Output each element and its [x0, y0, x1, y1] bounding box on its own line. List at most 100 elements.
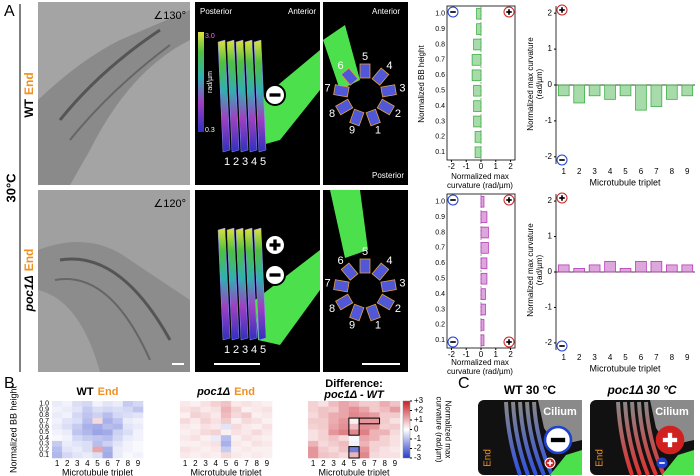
- heat-cell: [72, 401, 83, 407]
- ring-triplet: [349, 303, 365, 322]
- heat-cell: [122, 406, 134, 413]
- heat-cell: [62, 401, 73, 407]
- ring-triplet: [333, 84, 350, 98]
- heat-cell: [200, 452, 211, 459]
- heat-cell: [338, 452, 350, 459]
- heat-cell: [72, 423, 83, 430]
- x-tick-label: 8: [382, 459, 387, 468]
- heat-cell: [200, 401, 211, 407]
- heat-cell: [359, 418, 370, 425]
- heat-cell: [308, 412, 319, 419]
- x-tick-label: 6: [639, 353, 644, 362]
- heat-cell: [72, 406, 83, 413]
- heat-cell: [122, 401, 134, 407]
- render-ring: Anterior Posterior 1 2 34 5 67 8 9: [323, 2, 408, 185]
- y-tick-label: 0.3: [435, 118, 445, 125]
- heat-cell: [52, 440, 63, 447]
- heat-cell: [338, 406, 350, 413]
- triplet-number: 4: [251, 344, 257, 356]
- colorbar-label-box: Normalized max curvature (rad/µm): [435, 397, 453, 463]
- heat-cell: [379, 418, 391, 425]
- colorbar-tick-label: +1: [414, 415, 424, 424]
- y-tick-label: 0.6: [435, 260, 445, 267]
- heat-cell: [261, 429, 273, 436]
- triplet-number: 4: [251, 156, 257, 168]
- heat-cell: [180, 446, 191, 453]
- heat-cell: [308, 446, 319, 453]
- cilium-label: Cilium: [543, 406, 577, 418]
- heat-cell: [132, 446, 144, 453]
- bar: [650, 260, 663, 273]
- bar: [635, 260, 647, 273]
- heat-cell: [379, 423, 391, 430]
- minus-sign: [556, 340, 568, 352]
- triplet: [630, 401, 650, 476]
- triplet-number: 5: [260, 156, 266, 168]
- heat-cell: [359, 452, 370, 459]
- heat-cell: [220, 452, 232, 459]
- bar: [557, 264, 570, 273]
- heat-cell: [200, 440, 211, 447]
- anterior-label: Anterior: [288, 7, 316, 16]
- x-tick-label: 3: [203, 459, 208, 468]
- ring-triplet: [340, 67, 359, 86]
- x-tick-label: 3: [331, 459, 336, 468]
- heat-cell: [132, 435, 144, 442]
- bar: [476, 23, 482, 35]
- heat-cell: [231, 452, 242, 459]
- heat-cell: [52, 412, 63, 419]
- bar: [473, 38, 482, 51]
- heat-cell: [190, 452, 201, 459]
- x-tick-label: -2: [448, 350, 456, 359]
- heat-cell: [92, 429, 103, 436]
- ring-triplet: [380, 279, 397, 293]
- y-axis-label-box: Normalized BB height: [417, 45, 426, 122]
- triplet-number: 3: [242, 156, 248, 168]
- heat-cell: [112, 412, 124, 419]
- heat-cell: [338, 440, 350, 447]
- heat-cell: [389, 435, 401, 442]
- triplet-number: 1: [224, 344, 230, 356]
- triplet-number: 4: [386, 60, 392, 72]
- y-tick-label: 0.9: [435, 26, 445, 33]
- bar: [480, 319, 485, 331]
- colorbar-tick-label: -3: [414, 453, 422, 462]
- heat-cell: [52, 446, 63, 453]
- triplet-number: 5: [362, 51, 368, 63]
- heat-cell: [112, 446, 124, 453]
- triplet-number: 9: [349, 125, 355, 137]
- heat-cell: [62, 412, 73, 419]
- x-tick-label: 1: [311, 459, 316, 468]
- heat-cell: [200, 423, 211, 430]
- heat-cell: [328, 440, 339, 447]
- x-tick-label: -2: [448, 162, 456, 171]
- chart-title: Difference:: [325, 378, 382, 390]
- heat-cell: [62, 406, 73, 413]
- heat-cell: [369, 423, 380, 430]
- heat-cell: [102, 435, 113, 442]
- heat-cell: [348, 435, 360, 442]
- heat-cell: [82, 446, 93, 453]
- x-tick-label: 9: [393, 459, 398, 468]
- colorbar-tick-label: +3: [414, 396, 424, 405]
- triplet-number: 5: [362, 246, 368, 258]
- x-axis-label: Microtubule triplet: [589, 363, 661, 373]
- triplet-number: 6: [338, 60, 344, 72]
- bar: [480, 272, 488, 285]
- triplet-number: 3: [399, 277, 405, 289]
- x-tick-label: 6: [234, 459, 239, 468]
- colorbar: [402, 400, 411, 459]
- x-tick-label: 9: [685, 167, 690, 176]
- heat-cell: [308, 423, 319, 430]
- y-tick-label: 0.6: [435, 72, 445, 79]
- heat-cell: [132, 418, 144, 425]
- heat-cell: [338, 446, 350, 453]
- minus-sign: [543, 425, 573, 455]
- x-axis-label: Microtubule triplet: [318, 467, 390, 476]
- heat-cell: [369, 429, 380, 436]
- heat-cell: [241, 418, 252, 425]
- ring-triplet: [359, 63, 371, 79]
- heat-cell: [52, 401, 63, 407]
- heat-cell: [52, 452, 63, 459]
